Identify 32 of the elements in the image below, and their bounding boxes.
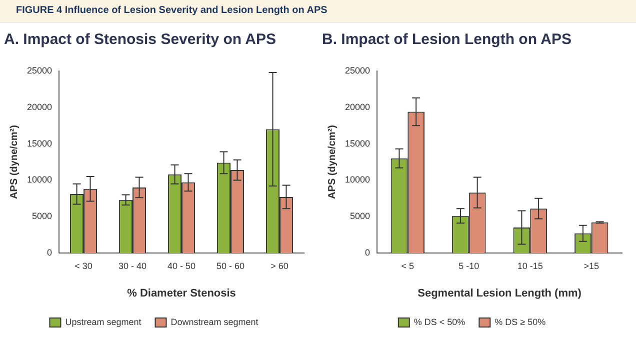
x-axis-title: Segmental Lesion Length (mm): [418, 287, 582, 300]
chart-title: B. Impact of Lesion Length on APS: [322, 31, 572, 48]
y-tick-label: 20000: [344, 102, 370, 112]
y-tick-label: 5000: [350, 211, 370, 222]
y-tick-label: 15000: [344, 138, 370, 148]
x-tick-label: < 30: [74, 260, 92, 271]
y-tick-label: 20000: [26, 102, 52, 112]
x-tick-label: 40 - 50: [168, 260, 196, 271]
x-tick-label: > 60: [270, 260, 288, 271]
x-axis-title: % Diameter Stenosis: [127, 287, 236, 300]
y-axis-title: APS (dyne/cm²): [8, 125, 20, 199]
y-tick-label: 0: [365, 247, 370, 258]
chart-title: A. Impact of Stenosis Severity on APS: [4, 31, 276, 48]
y-tick-label: 5000: [32, 211, 52, 222]
x-tick-label: 50 - 60: [216, 260, 245, 271]
y-tick-label: 10000: [344, 174, 370, 185]
y-axis-title: APS (dyne/cm²): [326, 125, 338, 199]
x-tick-label: >15: [584, 260, 600, 271]
x-tick-label: 30 - 40: [118, 260, 147, 271]
legend-label: Downstream segment: [170, 316, 259, 327]
caption: FIGURE 4 Influence of Lesion Severity and Lesion Length on APS: [0, 0, 636, 23]
legend-label: % DS ≥ 50%: [494, 316, 546, 327]
x-tick-label: < 5: [401, 260, 414, 271]
y-tick-label: 10000: [26, 174, 52, 185]
y-tick-label: 15000: [26, 138, 52, 148]
x-tick-label: 5 -10: [458, 260, 480, 271]
y-tick-label: 25000: [344, 65, 370, 76]
y-tick-label: 0: [47, 247, 52, 258]
legend-label: % DS < 50%: [414, 316, 466, 327]
legend-label: Upstream segment: [65, 316, 142, 327]
y-tick-label: 25000: [26, 65, 52, 76]
x-tick-label: 10 -15: [517, 260, 543, 271]
